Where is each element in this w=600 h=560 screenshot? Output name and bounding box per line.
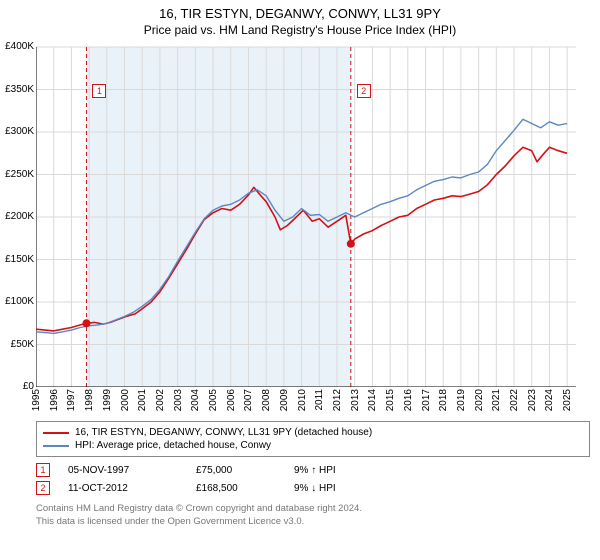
legend-swatch: [43, 445, 69, 447]
legend-row: 16, TIR ESTYN, DEGANWY, CONWY, LL31 9PY …: [43, 426, 583, 439]
x-tick-label: 1999: [102, 389, 113, 411]
x-tick-label: 1998: [84, 389, 95, 411]
footer: Contains HM Land Registry data © Crown c…: [36, 503, 590, 529]
sale-date: 05-NOV-1997: [68, 465, 178, 476]
x-tick-label: 2007: [243, 389, 254, 411]
sale-delta: 9% ↓ HPI: [294, 483, 336, 494]
chart-svg: [36, 43, 580, 387]
sale-marker-1: 1: [92, 84, 106, 98]
x-tick-label: 2015: [385, 389, 396, 411]
y-tick-label: £200K: [0, 211, 34, 222]
chart-title: 16, TIR ESTYN, DEGANWY, CONWY, LL31 9PY: [0, 0, 600, 21]
legend-label: HPI: Average price, detached house, Conw…: [75, 440, 271, 451]
x-tick-label: 2024: [544, 389, 555, 411]
x-tick-label: 2010: [297, 389, 308, 411]
x-tick-label: 2022: [509, 389, 520, 411]
legend: 16, TIR ESTYN, DEGANWY, CONWY, LL31 9PY …: [36, 421, 590, 457]
x-tick-label: 2002: [155, 389, 166, 411]
chart-subtitle: Price paid vs. HM Land Registry's House …: [0, 21, 600, 43]
footer-line-2: This data is licensed under the Open Gov…: [36, 516, 590, 529]
x-tick-label: 2017: [421, 389, 432, 411]
x-tick-label: 2020: [474, 389, 485, 411]
chart-container: 16, TIR ESTYN, DEGANWY, CONWY, LL31 9PY …: [0, 0, 600, 560]
y-tick-label: £150K: [0, 254, 34, 265]
chart-area: 12£0£50K£100K£150K£200K£250K£300K£350K£4…: [36, 43, 580, 413]
legend-swatch: [43, 432, 69, 434]
x-tick-label: 2008: [261, 389, 272, 411]
sale-date: 11-OCT-2012: [68, 483, 178, 494]
x-tick-label: 1995: [31, 389, 42, 411]
x-tick-label: 2014: [367, 389, 378, 411]
x-tick-label: 2021: [491, 389, 502, 411]
sale-row: 1 05-NOV-1997 £75,000 9% ↑ HPI: [36, 461, 590, 479]
x-tick-label: 1996: [49, 389, 60, 411]
x-tick-label: 2000: [120, 389, 131, 411]
x-tick-label: 2013: [350, 389, 361, 411]
x-tick-label: 2001: [137, 389, 148, 411]
x-tick-label: 2012: [332, 389, 343, 411]
y-tick-label: £50K: [0, 339, 34, 350]
y-tick-label: £300K: [0, 126, 34, 137]
y-tick-label: £0: [0, 381, 34, 392]
x-tick-label: 2025: [562, 389, 573, 411]
sale-marker-ref: 1: [36, 463, 50, 477]
x-tick-label: 2019: [456, 389, 467, 411]
x-tick-label: 2011: [314, 389, 325, 411]
x-tick-label: 2016: [403, 389, 414, 411]
x-tick-label: 2009: [279, 389, 290, 411]
y-tick-label: £400K: [0, 41, 34, 52]
x-tick-label: 2005: [208, 389, 219, 411]
x-tick-label: 2018: [438, 389, 449, 411]
x-tick-label: 2023: [527, 389, 538, 411]
sale-row: 2 11-OCT-2012 £168,500 9% ↓ HPI: [36, 479, 590, 497]
y-tick-label: £250K: [0, 169, 34, 180]
sale-price: £168,500: [196, 483, 276, 494]
y-tick-label: £100K: [0, 296, 34, 307]
sale-marker-ref: 2: [36, 481, 50, 495]
sale-price: £75,000: [196, 465, 276, 476]
legend-row: HPI: Average price, detached house, Conw…: [43, 439, 583, 452]
y-tick-label: £350K: [0, 84, 34, 95]
footer-line-1: Contains HM Land Registry data © Crown c…: [36, 503, 590, 516]
legend-label: 16, TIR ESTYN, DEGANWY, CONWY, LL31 9PY …: [75, 427, 372, 438]
x-tick-label: 1997: [66, 389, 77, 411]
sales-table: 1 05-NOV-1997 £75,000 9% ↑ HPI 2 11-OCT-2012 £…: [36, 461, 590, 497]
x-tick-label: 2006: [226, 389, 237, 411]
x-tick-label: 2004: [190, 389, 201, 411]
x-tick-label: 2003: [173, 389, 184, 411]
sale-marker-2: 2: [357, 84, 371, 98]
sale-delta: 9% ↑ HPI: [294, 465, 336, 476]
